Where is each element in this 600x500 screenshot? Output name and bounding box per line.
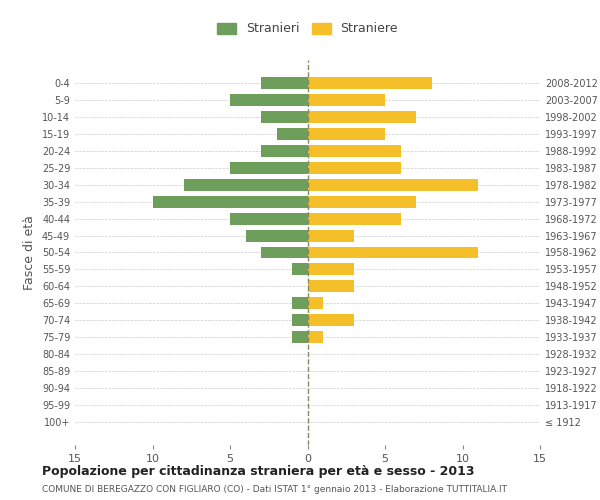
Bar — [292, 264, 308, 276]
Legend: Stranieri, Straniere: Stranieri, Straniere — [211, 16, 404, 42]
Bar — [308, 128, 385, 140]
Bar — [308, 162, 401, 174]
Bar — [308, 213, 401, 224]
Bar — [308, 94, 385, 106]
Bar — [292, 314, 308, 326]
Text: COMUNE DI BEREGAZZO CON FIGLIARO (CO) - Dati ISTAT 1° gennaio 2013 - Elaborazion: COMUNE DI BEREGAZZO CON FIGLIARO (CO) - … — [42, 485, 507, 494]
Bar — [308, 280, 354, 292]
Bar — [308, 145, 401, 157]
Bar — [308, 78, 431, 90]
Bar — [230, 213, 308, 224]
Bar — [277, 128, 308, 140]
Bar — [308, 264, 354, 276]
Bar — [308, 331, 323, 343]
Bar — [230, 162, 308, 174]
Text: Popolazione per cittadinanza straniera per età e sesso - 2013: Popolazione per cittadinanza straniera p… — [42, 465, 475, 478]
Bar — [308, 196, 416, 207]
Bar — [308, 112, 416, 123]
Bar — [308, 179, 478, 191]
Bar — [230, 94, 308, 106]
Bar — [261, 145, 308, 157]
Bar — [261, 246, 308, 258]
Bar — [152, 196, 308, 207]
Bar — [308, 314, 354, 326]
Bar — [292, 331, 308, 343]
Bar — [261, 78, 308, 90]
Bar — [261, 112, 308, 123]
Bar — [308, 230, 354, 241]
Bar — [292, 298, 308, 309]
Bar — [245, 230, 308, 241]
Bar — [184, 179, 308, 191]
Y-axis label: Fasce di età: Fasce di età — [23, 215, 36, 290]
Bar — [308, 298, 323, 309]
Bar — [308, 246, 478, 258]
